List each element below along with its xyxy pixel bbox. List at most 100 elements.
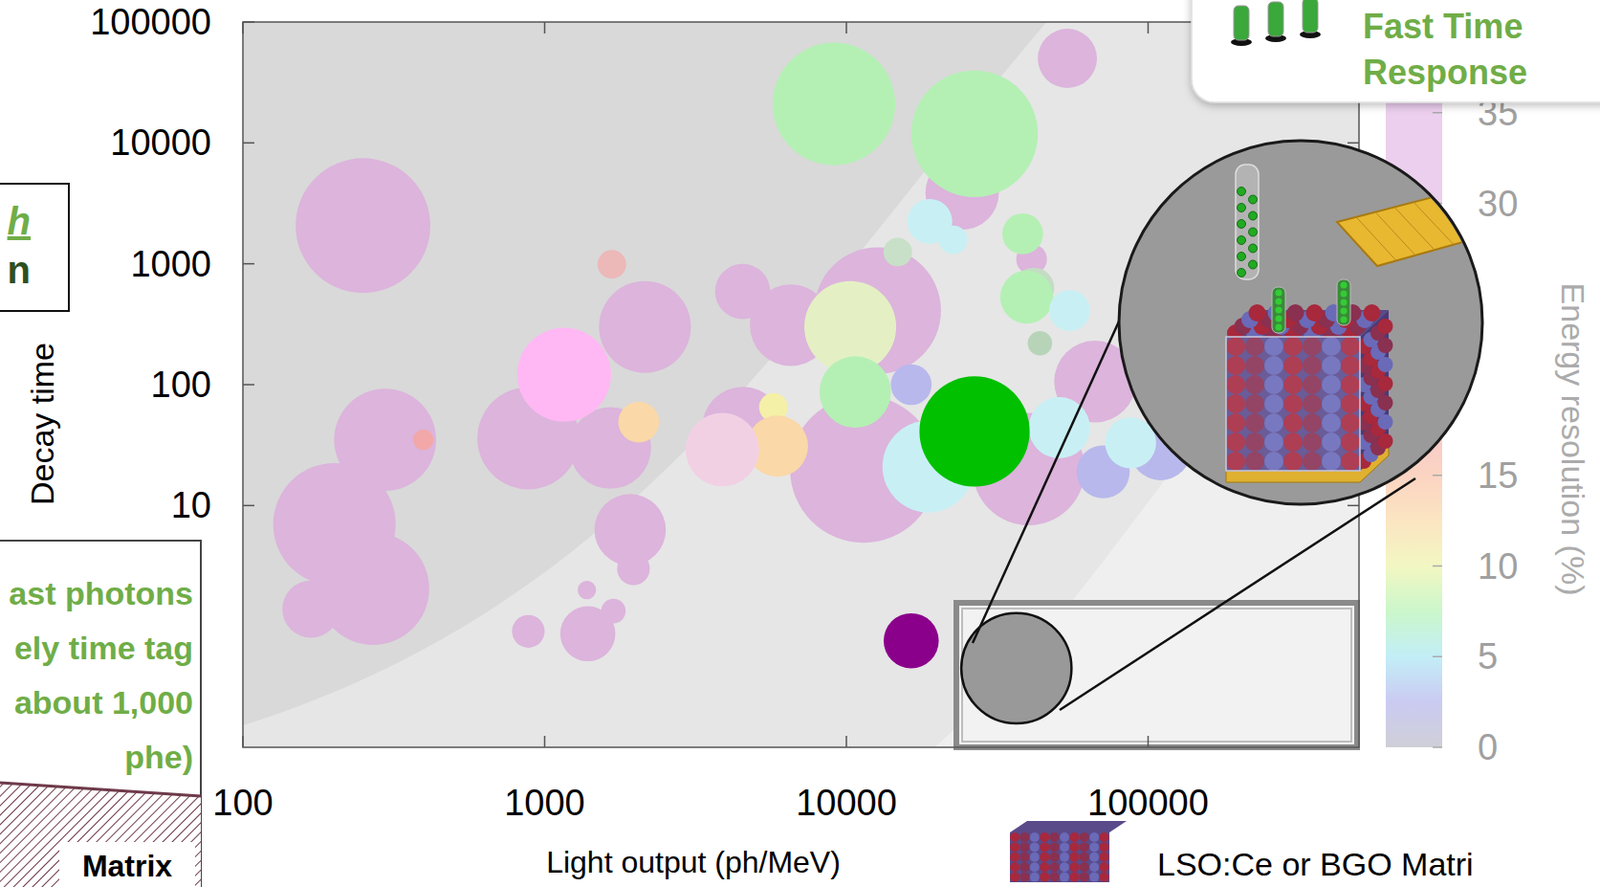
mini-sphere [1089, 872, 1099, 882]
mini-sphere [1039, 852, 1050, 862]
y-tick-label: 10 [171, 484, 212, 526]
mini-sphere [1099, 861, 1110, 872]
cube-tube-dot [1275, 306, 1283, 314]
left-note-text: about 1,000 [14, 683, 194, 721]
chart: 10010001000010000010100100010000100000Li… [0, 0, 1600, 887]
icon-tube [1268, 1, 1284, 37]
mini-sphere [1079, 861, 1090, 872]
cube-sphere [1378, 394, 1394, 411]
bubble [517, 327, 612, 421]
cube-sphere [1287, 304, 1305, 322]
cube-tube-dot [1340, 307, 1348, 315]
tube-dot [1237, 236, 1247, 245]
colorbar-tick [1432, 474, 1443, 477]
mini-sphere [1030, 832, 1040, 842]
bubble [413, 429, 434, 450]
mini-sphere [1039, 872, 1050, 882]
x-axis-title: Light output (ph/MeV) [546, 844, 841, 879]
y-tick-label: 1000 [130, 243, 212, 285]
mini-cube-top [1009, 820, 1127, 833]
bubble [511, 614, 545, 648]
tube-dot [1249, 260, 1258, 269]
y-tick [242, 383, 255, 386]
bubble [598, 281, 691, 373]
mini-sphere [1059, 872, 1070, 882]
mini-sphere [1039, 861, 1050, 872]
mini-sphere [1099, 841, 1110, 852]
bubble [1049, 289, 1091, 331]
cube-sphere [1378, 356, 1394, 373]
left-note-text: ast photons [8, 574, 194, 612]
mini-sphere [1039, 841, 1050, 852]
cube-tube-dot [1275, 315, 1283, 323]
mini-sphere [1009, 832, 1020, 842]
mini-sphere [1089, 832, 1099, 842]
mini-sphere [1069, 872, 1079, 882]
matrix-label-bg [59, 841, 196, 887]
bubble [618, 401, 660, 443]
mini-sphere [1059, 841, 1070, 852]
mini-sphere [1059, 832, 1070, 842]
mini-sphere [1030, 852, 1040, 862]
cube-glass [1226, 336, 1360, 471]
bubble [890, 364, 932, 406]
tube-dot [1237, 187, 1247, 197]
tube-dot [1249, 211, 1258, 220]
mini-sphere [1079, 852, 1090, 862]
mini-sphere [1009, 861, 1020, 872]
zoom-rect-inner [962, 608, 1352, 742]
bubble [883, 237, 913, 266]
bottom-right-text: LSO:Ce or BGO Matri [1157, 845, 1474, 882]
mini-sphere [1019, 832, 1030, 842]
top-right-text: Fast Time [1362, 6, 1523, 46]
bubble [1000, 270, 1053, 324]
mini-sphere [1009, 852, 1020, 862]
mini-sphere [1030, 841, 1040, 852]
cube-sphere [1378, 433, 1394, 449]
x-tick [544, 735, 547, 747]
x-tick-top [241, 21, 244, 34]
left-box-text: h [7, 199, 31, 242]
inset-circle [1118, 140, 1483, 505]
colorbar-tick-label: 5 [1477, 635, 1498, 677]
top-right-text: Response [1362, 52, 1528, 92]
colorbar-tick [1432, 656, 1443, 658]
x-tick-label: 100000 [1087, 782, 1209, 823]
x-tick [845, 735, 848, 747]
mini-sphere [1050, 872, 1060, 882]
mini-sphere [1069, 861, 1079, 872]
mini-sphere [1079, 841, 1090, 852]
cube-front [1226, 336, 1360, 471]
bubble [577, 580, 596, 599]
bubble [316, 532, 429, 645]
cube-sphere [1306, 304, 1324, 322]
bubble [939, 225, 968, 255]
bubble [1028, 330, 1053, 356]
bubble [911, 70, 1038, 198]
mini-sphere [1099, 872, 1110, 882]
colorbar-tick-label: 15 [1477, 455, 1518, 496]
plate-line [1413, 201, 1454, 244]
gold-plate [1336, 197, 1473, 266]
plate-line [1432, 197, 1473, 240]
x-tick-top [544, 21, 547, 34]
colorbar-tick-label: 10 [1477, 546, 1518, 587]
x-tick-top [845, 21, 848, 34]
cube-tube-dot [1275, 289, 1283, 297]
mini-sphere [1019, 861, 1030, 872]
mini-sphere [1089, 841, 1099, 852]
y-tick-label: 100000 [89, 1, 212, 43]
y-tick [242, 21, 255, 23]
y-tick-right [1347, 142, 1359, 145]
colorbar-tick [1432, 565, 1443, 568]
colorbar-title: Energy resolution (%) [1555, 283, 1592, 596]
cube-tube-dot [1340, 316, 1348, 324]
mini-sphere [1089, 861, 1099, 872]
mini-sphere [1079, 832, 1090, 842]
mini-sphere [1050, 861, 1060, 872]
left-note-box [0, 540, 201, 887]
bubble [772, 43, 896, 166]
left-note-text: phe) [124, 738, 194, 775]
tube-dot [1249, 227, 1258, 237]
matrix-label: Matrix [82, 848, 173, 883]
